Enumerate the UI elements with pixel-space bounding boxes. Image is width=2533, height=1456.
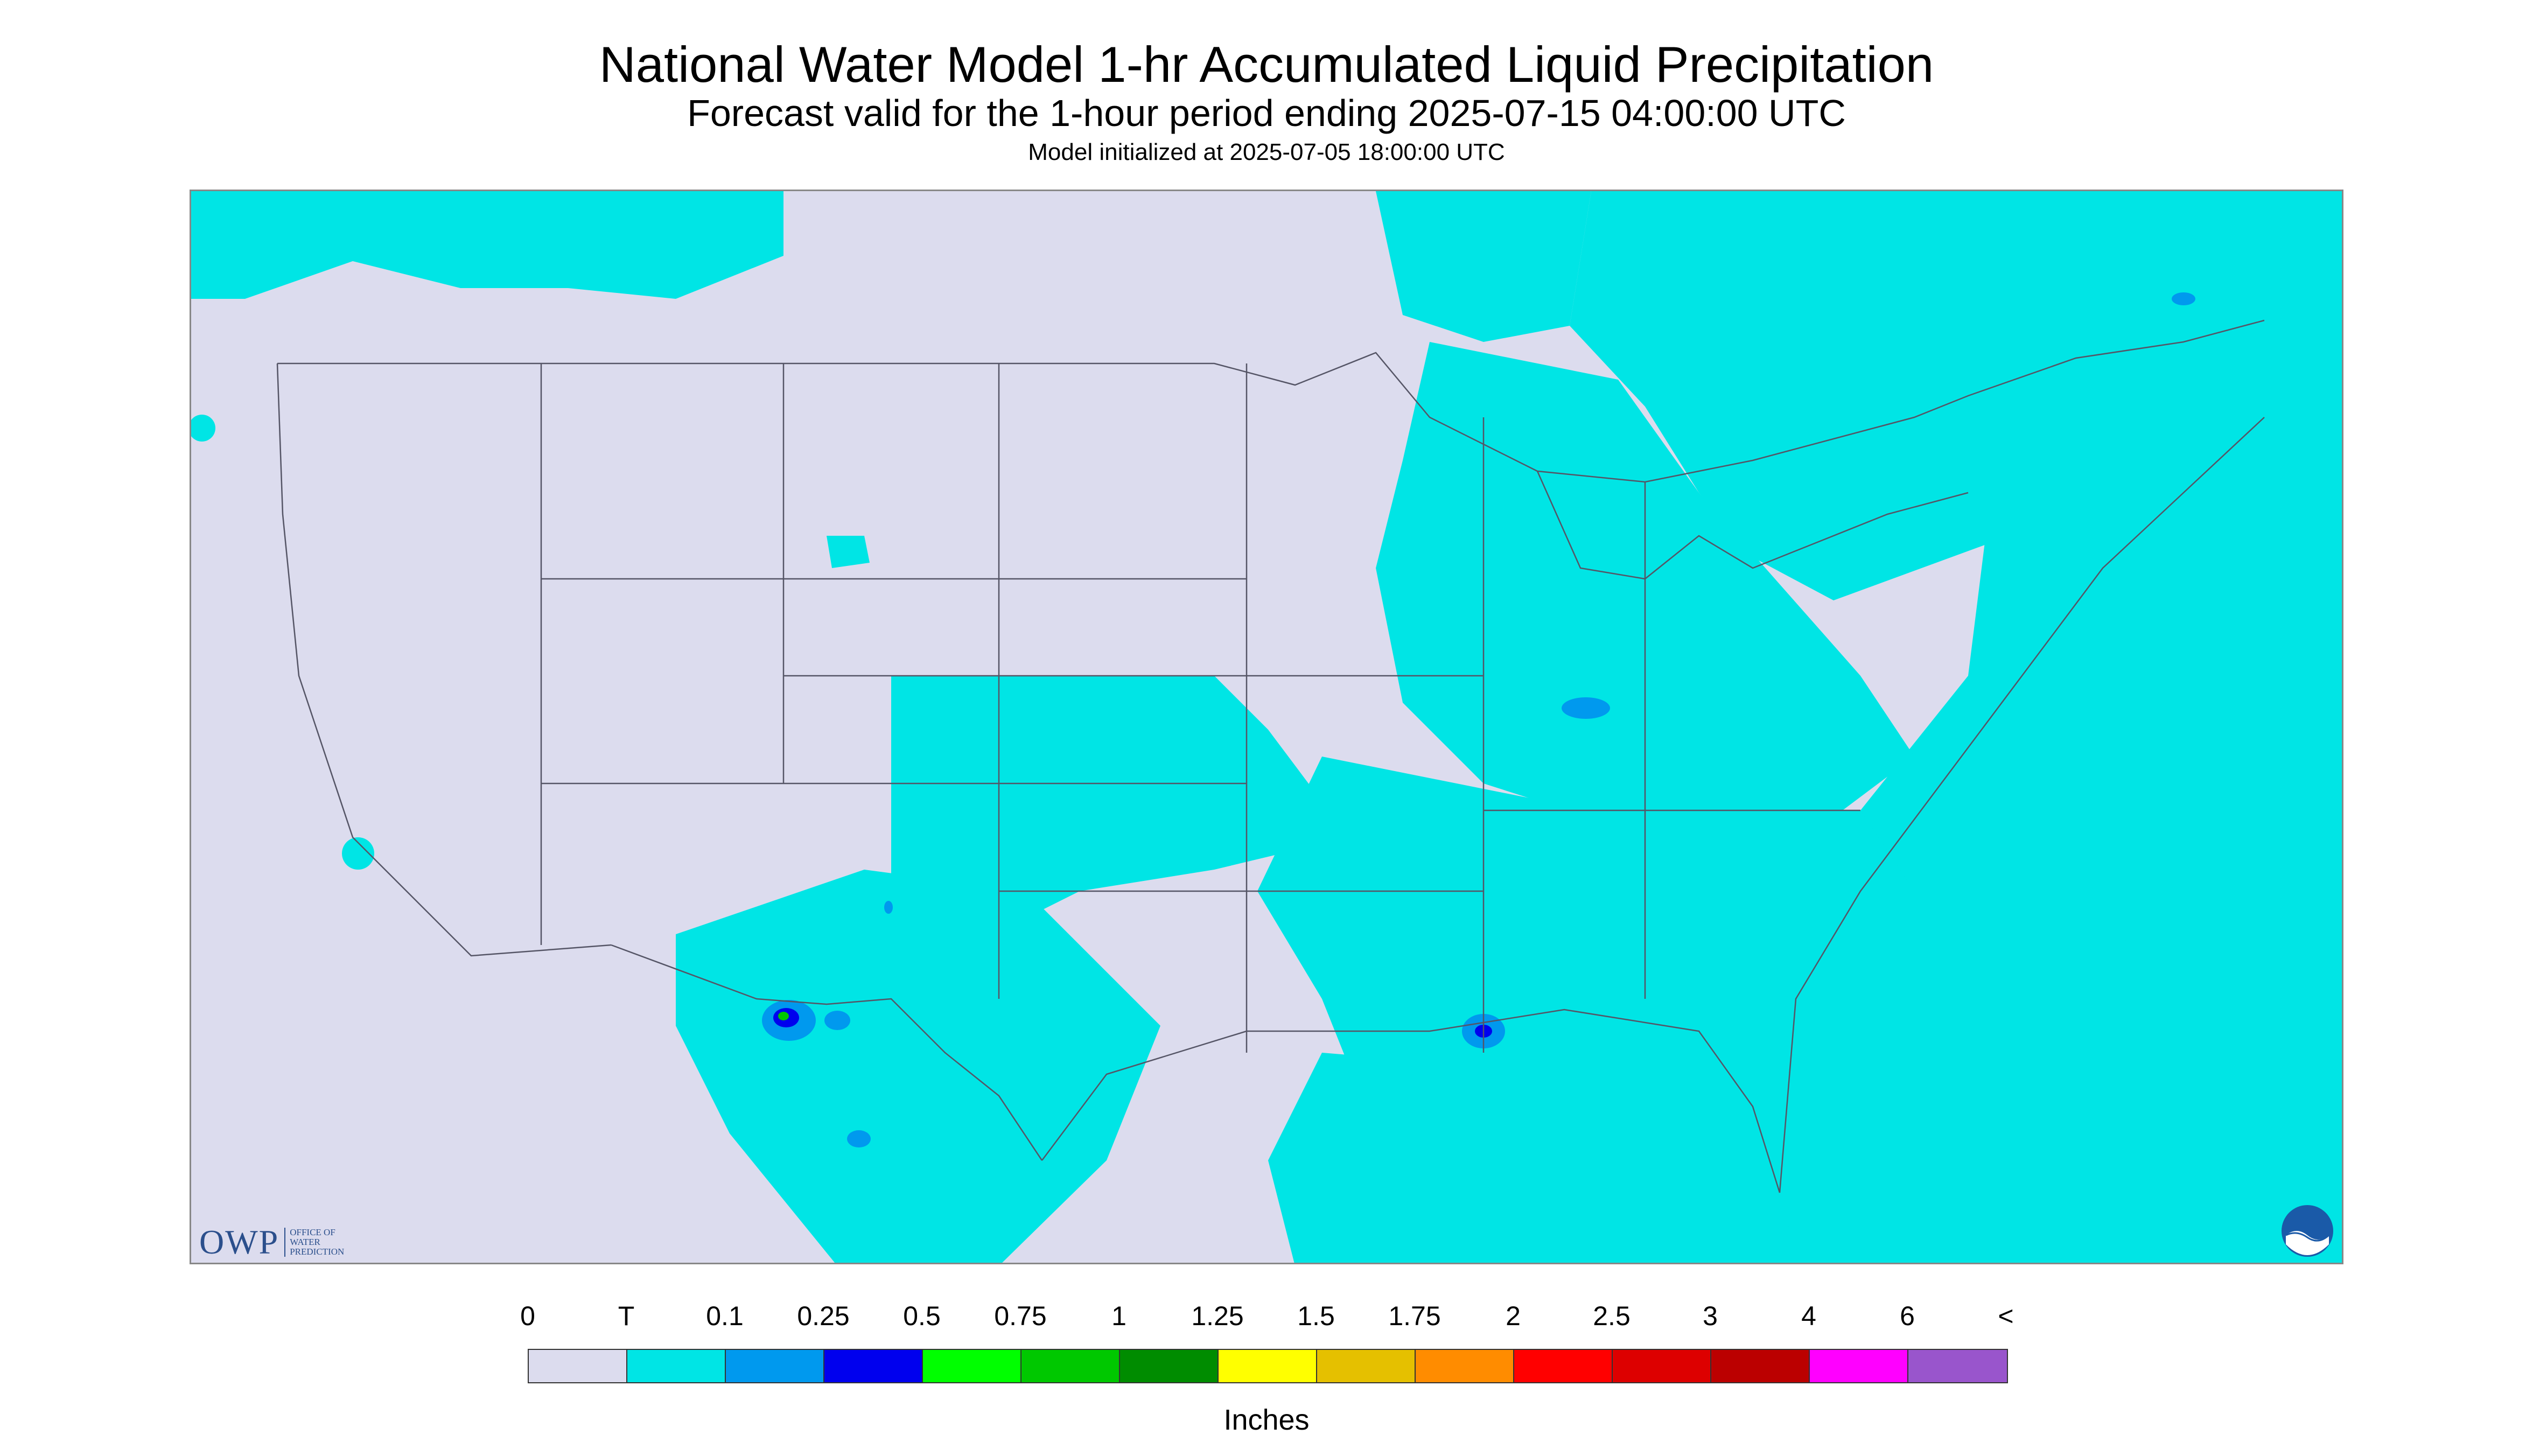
legend-unit-label: Inches [1223,1404,1310,1436]
legend-swatch [1908,1350,2007,1382]
legend-swatch [726,1350,824,1382]
legend-tick-label: 0.75 [994,1301,1047,1331]
legend-tick-label: 1.5 [1297,1301,1335,1331]
legend-swatch [1021,1350,1120,1382]
legend-swatch [923,1350,1021,1382]
trace-patch [342,837,374,870]
legend-tick-label: 0.25 [797,1301,850,1331]
canada-central-trace [1376,191,1591,342]
west-coast [276,363,612,957]
legend-swatch [1514,1350,1613,1382]
precip-cell [824,1011,850,1030]
legend-tick-label: 2.5 [1593,1301,1631,1331]
canada-east-trace [1570,191,2130,600]
precip-cell [884,901,893,914]
legend-tick-label: 6 [1900,1301,1915,1331]
legend-swatch [1613,1350,1711,1382]
east-coast [1779,417,2265,1193]
gulf-coast [1041,1009,1781,1193]
great-lakes-outline [1536,471,1969,580]
legend-tick-label: < [1998,1301,2014,1331]
precip-cell [1562,697,1610,719]
legend-tick-label: 3 [1703,1301,1718,1331]
legend-tick-label: 0.1 [706,1301,744,1331]
precip-cell [2172,292,2195,305]
precipitation-map-svg [191,191,2342,1263]
legend-tick-label: 1 [1111,1301,1126,1331]
legend-swatch [1120,1350,1219,1382]
owp-logo-subtext: Office of Water Prediction [284,1228,344,1257]
state-lines [540,363,1860,1053]
forecast-valid-subtitle: Forecast valid for the 1-hour period end… [687,92,1846,134]
owp-subtext-line: Office of [290,1227,335,1237]
us-mexico-border [611,944,1043,1161]
boundaries-layer [276,319,2265,1193]
trace-patch [191,415,215,442]
owp-logo: OWP Office of Water Prediction [199,1222,344,1262]
right-domain-edge [2002,504,2342,1263]
legend-swatch [1711,1350,1810,1382]
legend-swatch [1810,1350,1908,1382]
legend-swatch [1416,1350,1514,1382]
southern-plains-trace [891,676,1349,945]
legend-colorbar [528,1349,2008,1383]
precipitation-map [190,190,2343,1264]
legend-tick-label: 0.5 [903,1301,941,1331]
model-init-text: Model initialized at 2025-07-05 18:00:00… [1028,139,1505,165]
precip-cell [847,1130,871,1147]
noaa-logo-wave [2286,1231,2329,1255]
legend-tick-label: 2 [1506,1301,1521,1331]
legend-swatch [1219,1350,1317,1382]
legend-swatch [627,1350,726,1382]
noaa-logo [2282,1205,2333,1257]
legend-tick-label: 4 [1801,1301,1816,1331]
legend-tick-label: T [618,1301,635,1331]
left-domain-edge [191,579,470,1263]
precip-cell [778,1012,789,1020]
gulf-trace [1268,1053,1780,1263]
map-title: National Water Model 1-hr Accumulated Li… [599,36,1934,93]
legend-swatch [529,1350,627,1382]
colorado-trace [827,536,870,568]
legend-tick-label: 0 [520,1301,535,1331]
owp-logo-text: OWP [199,1223,279,1261]
southwest-trace [676,870,1160,1263]
owp-subtext-line: Prediction [290,1247,345,1257]
noaa-logo-wave-line [2285,1232,2330,1242]
legend-swatch [824,1350,923,1382]
legend-tick-label: 1.25 [1191,1301,1244,1331]
canada-west-trace [191,191,783,299]
legend-labels: 0 T 0.1 0.25 0.5 0.75 1 1.25 1.5 1.75 2 2.5 3 4 6 < [0,1300,2533,1338]
legend-swatch [1317,1350,1416,1382]
legend-tick-label: 1.75 [1388,1301,1441,1331]
owp-subtext-line: Water [290,1237,320,1247]
